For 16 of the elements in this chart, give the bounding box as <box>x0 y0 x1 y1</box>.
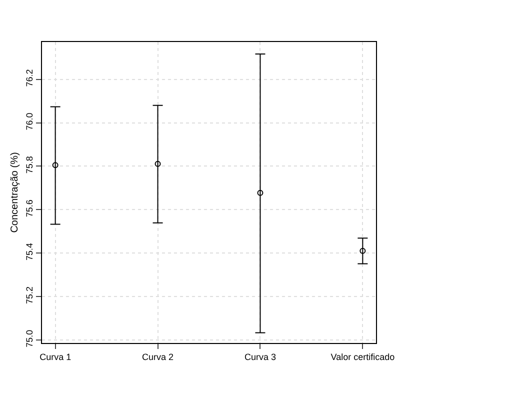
x-tick-label: Valor certificado <box>330 352 395 362</box>
x-tick-label: Curva 2 <box>142 352 174 362</box>
point <box>154 160 161 167</box>
y-tick-label: 75.8 <box>24 156 34 174</box>
x-tick-label: Curva 1 <box>40 352 72 362</box>
y-axis-title: Concentração (%) <box>9 152 20 233</box>
y-tick-label: 76.2 <box>24 69 34 87</box>
point <box>257 190 264 196</box>
point <box>360 248 366 254</box>
y-tick-label: 75.0 <box>24 330 34 348</box>
y-tick-label: 76.0 <box>24 112 34 130</box>
y-tick-label: 75.4 <box>24 242 34 261</box>
point <box>52 162 58 168</box>
y-tick-label: 75.2 <box>24 286 34 304</box>
x-tick-label: Curva 3 <box>244 352 276 362</box>
y-tick-label: 75.6 <box>24 200 34 218</box>
